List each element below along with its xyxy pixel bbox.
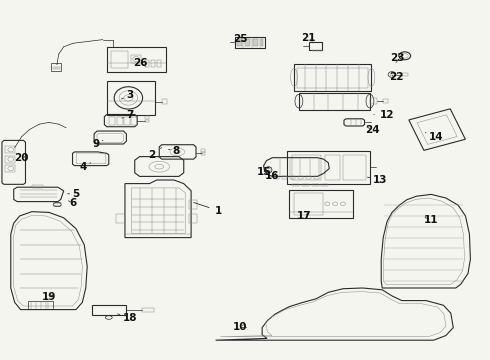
Bar <box>309 42 322 50</box>
Text: 26: 26 <box>133 58 147 68</box>
Bar <box>201 152 205 155</box>
Bar <box>292 155 321 180</box>
Bar <box>306 176 311 179</box>
Bar <box>289 190 353 218</box>
Bar <box>261 39 263 46</box>
Bar <box>92 305 126 315</box>
Bar <box>237 39 242 46</box>
Bar <box>325 155 340 180</box>
Bar <box>57 67 60 69</box>
Bar <box>294 64 371 91</box>
Text: 18: 18 <box>118 312 137 323</box>
Bar <box>157 60 161 67</box>
Text: 5: 5 <box>68 189 79 199</box>
Bar <box>131 117 137 125</box>
Bar <box>109 117 115 125</box>
Text: 19: 19 <box>42 292 56 302</box>
Bar <box>245 39 250 46</box>
Text: 17: 17 <box>296 211 311 221</box>
Bar <box>319 50 322 51</box>
Bar <box>312 50 314 51</box>
Text: 20: 20 <box>14 153 29 163</box>
Bar <box>5 165 15 172</box>
Bar <box>51 63 61 71</box>
Bar <box>5 156 15 163</box>
Bar <box>142 308 154 312</box>
Bar <box>274 176 279 179</box>
Bar <box>282 176 287 179</box>
Bar <box>145 116 149 119</box>
Text: 8: 8 <box>169 146 180 156</box>
Text: 15: 15 <box>256 167 271 177</box>
Text: 2: 2 <box>148 148 162 160</box>
Bar <box>302 184 309 186</box>
Bar <box>370 98 377 104</box>
Text: 23: 23 <box>390 53 404 63</box>
Bar <box>235 37 265 48</box>
Bar <box>189 214 197 223</box>
Text: 22: 22 <box>389 72 403 82</box>
Text: 21: 21 <box>301 33 316 43</box>
Text: 3: 3 <box>122 90 133 100</box>
Bar <box>316 50 318 51</box>
Bar <box>253 39 258 46</box>
Bar <box>299 93 370 110</box>
Text: 24: 24 <box>365 125 380 135</box>
Bar <box>145 120 149 122</box>
Bar <box>297 68 368 88</box>
Bar <box>294 193 323 215</box>
Bar <box>53 67 56 69</box>
Bar <box>151 60 155 67</box>
Text: 1: 1 <box>194 202 221 216</box>
Bar <box>131 55 141 63</box>
Bar <box>298 176 303 179</box>
Bar <box>32 185 43 188</box>
Bar <box>124 117 130 125</box>
Bar <box>201 149 205 152</box>
Text: 10: 10 <box>233 322 247 332</box>
Bar <box>343 155 366 180</box>
Bar <box>117 117 122 125</box>
Text: 16: 16 <box>265 171 280 181</box>
Bar <box>290 176 295 179</box>
Bar <box>312 184 318 186</box>
Bar <box>111 51 128 68</box>
Bar <box>28 301 53 309</box>
Text: 14: 14 <box>425 132 443 142</box>
Bar <box>5 146 15 153</box>
Bar <box>287 151 370 184</box>
Bar <box>314 176 318 179</box>
Bar <box>383 99 388 103</box>
Bar <box>145 60 149 67</box>
Bar <box>107 81 155 115</box>
Text: 7: 7 <box>122 110 134 120</box>
Bar <box>402 73 408 76</box>
Bar <box>292 184 299 186</box>
Text: 13: 13 <box>368 175 387 185</box>
Text: 4: 4 <box>79 162 91 172</box>
Bar <box>116 214 125 223</box>
Bar <box>321 184 328 186</box>
Bar <box>162 99 167 104</box>
Bar <box>189 200 197 209</box>
Text: 6: 6 <box>69 198 76 208</box>
Text: 25: 25 <box>233 34 247 44</box>
Text: 12: 12 <box>374 110 394 120</box>
Text: 9: 9 <box>93 139 103 149</box>
Text: 11: 11 <box>424 215 439 225</box>
Bar <box>107 47 166 72</box>
